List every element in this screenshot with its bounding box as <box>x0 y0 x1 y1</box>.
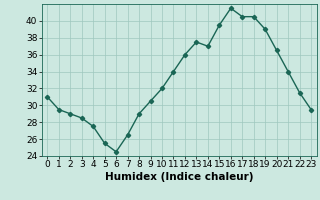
X-axis label: Humidex (Indice chaleur): Humidex (Indice chaleur) <box>105 172 253 182</box>
